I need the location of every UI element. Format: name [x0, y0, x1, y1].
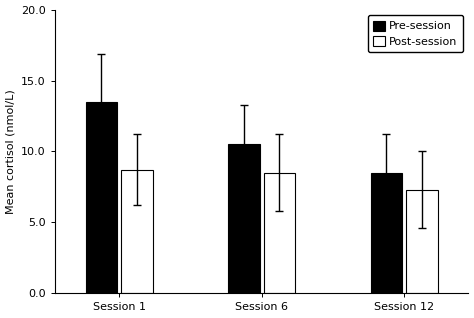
Bar: [371, 173, 402, 294]
Bar: [264, 173, 295, 294]
Bar: [85, 102, 117, 294]
Y-axis label: Mean cortisol (nmol/L): Mean cortisol (nmol/L): [6, 89, 16, 214]
Bar: [121, 170, 153, 294]
Bar: [406, 190, 438, 294]
Legend: Pre-session, Post-session: Pre-session, Post-session: [368, 15, 463, 52]
Bar: [228, 144, 260, 294]
